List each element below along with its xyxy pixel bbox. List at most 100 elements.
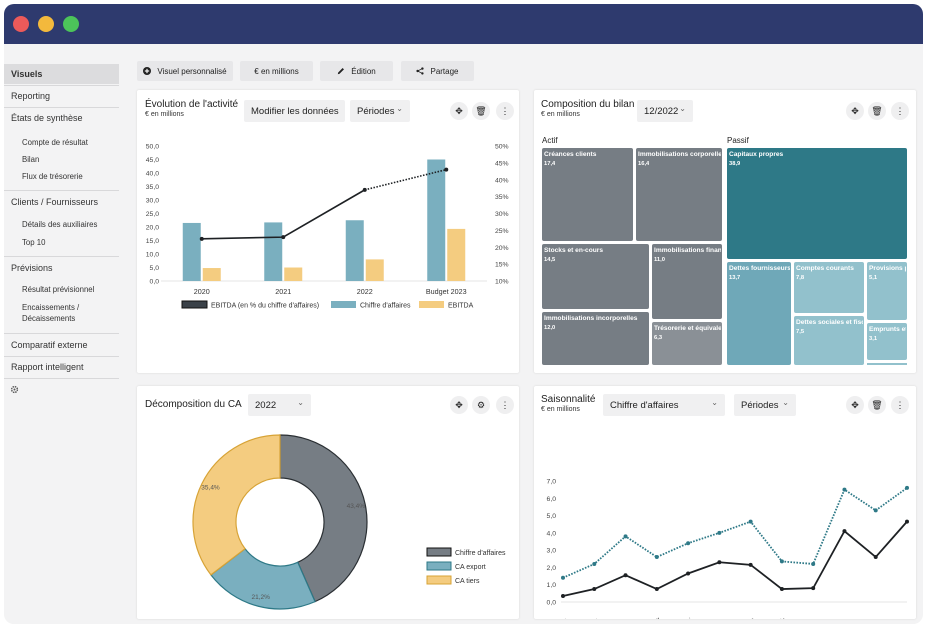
saison-title: Saisonnalité [541,394,596,405]
treemap-tile-value: 13,7 [729,275,741,281]
sidebar-item-encaissements[interactable]: Encaissements / [22,303,80,312]
more-vertical-icon[interactable]: ⋮ [496,396,514,414]
line-point-2022 [561,593,565,598]
bilan-date-select[interactable]: 12/2022 ⌄ [637,100,693,122]
sidebar-item-bilan[interactable]: Bilan [22,155,40,164]
line-point-budget [779,559,784,564]
treemap-tile[interactable]: Créances clients 17,4 [542,148,633,241]
sidebar-item-clients-fournisseurs[interactable]: Clients / Fournisseurs [11,197,99,207]
treemap-tile[interactable]: Comptes courants 7,8 [794,262,864,313]
line-point-2022 [811,586,816,591]
line-point-2022 [623,573,628,578]
sidebar-item-resultat-previsionnel[interactable]: Résultat prévisionnel [22,285,95,294]
move-icon[interactable]: ✥ [846,102,864,120]
treemap-tile[interactable]: Dettes sociales et fiscales 7,5 [794,316,864,365]
sidebar-item-visuels[interactable]: Visuels [4,64,119,84]
treemap-tile[interactable]: Immobilisations incorporelles 12,0 [542,312,649,365]
sidebar-item-previsions[interactable]: Prévisions [11,263,53,273]
modify-data-button[interactable]: Modifier les données [244,100,345,122]
line-point-budget [842,487,847,492]
treemap-tile[interactable]: Dettes fournisseurs 13,7 [727,262,791,365]
treemap-tile[interactable]: Emprunts et dettes 3,1 [867,323,907,360]
x-tick-label: Septembre [784,617,818,619]
treemap-tile[interactable]: Immobilisations financières 11,0 [652,244,722,319]
saison-metric-select[interactable]: Chiffre d'affaires ⌄ [603,394,725,416]
treemap-tile[interactable]: Stocks et en-cours 14,5 [542,244,649,309]
y-right-tick-label: 15% [495,262,509,269]
legend-swatch-ca [331,301,356,308]
main-area: Visuel personnalisé € en millions Éditio… [122,44,923,624]
more-vertical-icon[interactable]: ⋮ [891,396,909,414]
more-vertical-icon[interactable]: ⋮ [891,102,909,120]
x-tick-label: 2020 [194,287,210,296]
periods-select[interactable]: Périodes ⌄ [350,100,410,122]
sidebar-item-flux-tresorerie[interactable]: Flux de trésorerie [22,172,83,181]
treemap-tile-name: Provisions pour risques [869,265,906,272]
legend-swatch [426,547,452,557]
treemap-tile[interactable]: Provisions pour risques 5,1 [867,262,907,320]
sidebar-item-comparatif-externe[interactable]: Comparatif externe [11,340,88,350]
treemap-tile-value: 17,4 [544,161,556,167]
y-tick-label: 10,0 [146,252,159,259]
treemap-tile[interactable]: Trésorerie et équivalents 6,3 [652,322,722,365]
treemap-tile[interactable]: Immobilisations corporelles 16,4 [636,148,722,241]
sidebar-item-rapport-intelligent[interactable]: Rapport intelligent [11,362,84,372]
more-vertical-icon[interactable]: ⋮ [496,102,514,120]
x-tick-label: Décembre [880,617,912,619]
y-right-tick-label: 50% [495,144,509,151]
sidebar-item-etats-synthese[interactable]: États de synthèse [11,113,83,123]
x-tick-label: Novembre [849,617,881,619]
legend-label: EBITDA [448,303,474,310]
gear-icon[interactable]: ⚙ [472,396,490,414]
line-point-2022 [592,587,597,592]
legend-label: EBITDA (en % du chiffre d'affaires) [211,303,319,310]
bilan-date-label: 12/2022 [644,105,679,117]
sidebar-item-decaissements[interactable]: Décaissements [22,314,76,323]
move-icon[interactable]: ✥ [846,396,864,414]
series-line-ebitda-pct-forecast [364,168,447,191]
partage-button[interactable]: Partage [401,61,474,81]
settings-gear-icon[interactable] [10,381,19,399]
line-point [199,236,204,241]
millions-button[interactable]: € en millions [240,61,313,81]
sidebar-item-details-auxiliaires[interactable]: Détails des auxiliaires [22,220,98,229]
saison-periods-label: Périodes [741,399,779,411]
sidebar-item-top10[interactable]: Top 10 [22,238,46,247]
trash-icon[interactable]: 🗑︎ [472,102,490,120]
treemap-tile-name: Immobilisations corporelles [638,151,721,158]
maximize-window-button[interactable] [63,16,79,32]
saison-line-chart: 7,0 6,0 5,0 4,0 3,0 2,0 1,0 0,0 Janvier Février Ma… [545,479,912,620]
close-window-button[interactable] [13,16,29,32]
sidebar-item-reporting[interactable]: Reporting [11,91,51,101]
visuel-personnalise-button[interactable]: Visuel personnalisé [137,61,233,81]
partage-label: Partage [430,66,459,76]
edition-label: Édition [351,66,376,76]
legend-swatch-ebitda-pct [181,300,208,309]
legend-swatch [426,575,452,585]
chevron-down-icon: ⌄ [396,104,403,113]
ca-year-select[interactable]: 2022 ⌄ [248,394,311,416]
donut-slice [192,434,281,576]
trash-icon[interactable]: 🗑︎ [868,396,886,414]
line-point-budget [873,508,878,513]
edition-button[interactable]: Édition [320,61,393,81]
line-point-2022 [779,587,784,592]
line-point-budget [717,530,722,535]
minimize-window-button[interactable] [38,16,54,32]
activity-chart: 50,0 45,0 40,0 35,0 30,0 25,0 20,0 15,0 10,0 5,0 0… [146,144,509,310]
move-icon[interactable]: ✥ [450,396,468,414]
treemap-tile-value: 38,9 [729,161,741,167]
saison-periods-select[interactable]: Périodes ⌄ [734,394,796,416]
chevron-down-icon: ⌄ [711,398,718,407]
legend-swatch [426,561,452,571]
trash-icon[interactable]: 🗑︎ [868,102,886,120]
x-tick-label: Mai [680,617,693,619]
y-right-tick-label: 20% [495,245,509,252]
move-icon[interactable]: ✥ [450,102,468,120]
sidebar-item-compte-resultat[interactable]: Compte de résultat [22,138,88,147]
y-tick-label: 4,0 [547,530,557,537]
line-point-budget [623,534,628,539]
x-tick-label: Mars [614,617,631,619]
treemap-tile[interactable]: Capitaux propres 38,9 [727,148,907,259]
bar-chiffre-affaires [345,220,364,281]
